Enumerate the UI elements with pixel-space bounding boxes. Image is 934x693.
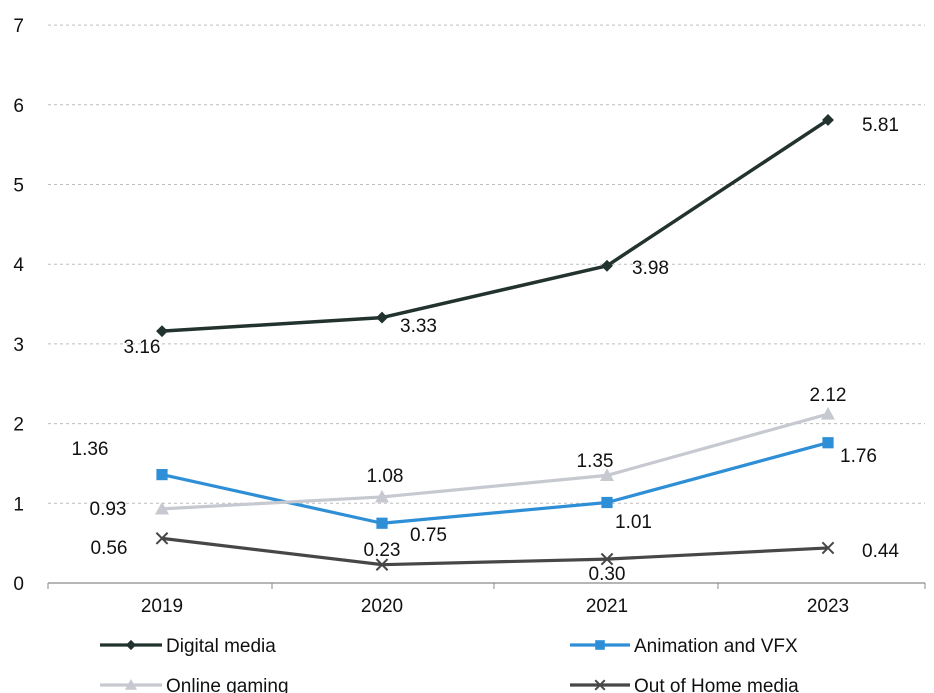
y-tick-label: 1 — [13, 494, 24, 515]
point-out-of-home-media — [155, 532, 169, 545]
legend-item-out-of-home-media: Out of Home media — [570, 676, 799, 693]
point-digital-media — [156, 325, 168, 338]
axes: 0 1 2 3 4 5 6 7 2019 2020 2021 2023 — [13, 16, 926, 617]
data-label-animation-vfx: 1.76 — [840, 446, 877, 467]
data-label-out-of-home-media: 0.30 — [589, 564, 626, 585]
legend: Digital media Animation and VFX Online gam… — [100, 636, 799, 693]
data-label-online-gaming: 0.93 — [90, 499, 127, 520]
data-label-online-gaming: 2.12 — [810, 385, 847, 406]
point-out-of-home-media — [821, 541, 835, 555]
series-animation-vfx — [156, 437, 834, 529]
y-tick-label: 7 — [13, 16, 24, 37]
legend-label: Digital media — [166, 636, 276, 657]
data-label-digital-media: 3.98 — [632, 258, 669, 279]
y-tick-label: 5 — [13, 176, 24, 197]
data-label-digital-media: 5.81 — [862, 115, 899, 136]
series-digital-media — [156, 113, 834, 338]
point-animation-vfx — [822, 437, 834, 449]
legend-label: Animation and VFX — [634, 636, 798, 657]
series-line-online-gaming — [161, 412, 829, 511]
legend-item-online-gaming: Online gaming — [100, 676, 289, 693]
legend-item-animation-vfx: Animation and VFX — [570, 636, 798, 657]
x-tick-label: 2020 — [361, 596, 403, 617]
legend-marker — [125, 679, 137, 690]
y-tick-label: 2 — [13, 415, 24, 436]
legend-label: Online gaming — [166, 676, 289, 693]
point-online-gaming — [600, 468, 614, 482]
legend-marker — [125, 639, 137, 651]
legend-marker — [595, 640, 605, 650]
gridlines — [48, 24, 925, 504]
series-line-animation-vfx — [161, 441, 829, 525]
point-digital-media — [376, 311, 388, 324]
legend-item-digital-media: Digital media — [100, 636, 276, 657]
point-animation-vfx — [376, 517, 388, 529]
point-animation-vfx — [601, 496, 613, 509]
series-line-digital-media — [161, 118, 829, 333]
point-online-gaming — [155, 501, 169, 515]
data-labels: 3.16 3.33 3.98 5.81 1.36 0.75 1.01 1.76 0.93 1.08… — [72, 115, 900, 585]
series-online-gaming — [155, 407, 835, 515]
legend-marker — [594, 679, 606, 691]
y-tick-label: 6 — [13, 96, 24, 117]
point-out-of-home-media — [375, 558, 389, 571]
y-tick-label: 4 — [13, 255, 24, 276]
y-tick-label: 0 — [13, 574, 24, 595]
data-label-digital-media: 3.33 — [400, 316, 437, 337]
series-line-out-of-home-media — [161, 536, 829, 567]
data-label-out-of-home-media: 0.23 — [364, 540, 401, 561]
point-online-gaming — [821, 407, 835, 420]
point-animation-vfx — [156, 469, 168, 481]
data-label-out-of-home-media: 0.56 — [91, 538, 128, 559]
y-tick-label: 3 — [13, 335, 24, 356]
data-label-animation-vfx: 1.01 — [615, 512, 652, 533]
legend-label: Out of Home media — [634, 676, 799, 693]
series-group — [155, 113, 835, 571]
x-tick-label: 2023 — [807, 596, 849, 617]
data-label-animation-vfx: 0.75 — [410, 525, 447, 546]
x-tick-label: 2019 — [141, 596, 183, 617]
point-digital-media — [822, 113, 834, 126]
point-digital-media — [601, 259, 613, 272]
point-out-of-home-media — [600, 552, 614, 566]
data-label-online-gaming: 1.08 — [367, 466, 404, 487]
data-label-digital-media: 3.16 — [124, 337, 161, 358]
data-label-animation-vfx: 1.36 — [72, 439, 109, 460]
point-online-gaming — [375, 489, 389, 503]
series-out-of-home-media — [155, 532, 835, 571]
data-label-out-of-home-media: 0.44 — [862, 541, 899, 562]
data-label-online-gaming: 1.35 — [577, 451, 614, 472]
x-tick-label: 2021 — [586, 596, 628, 617]
